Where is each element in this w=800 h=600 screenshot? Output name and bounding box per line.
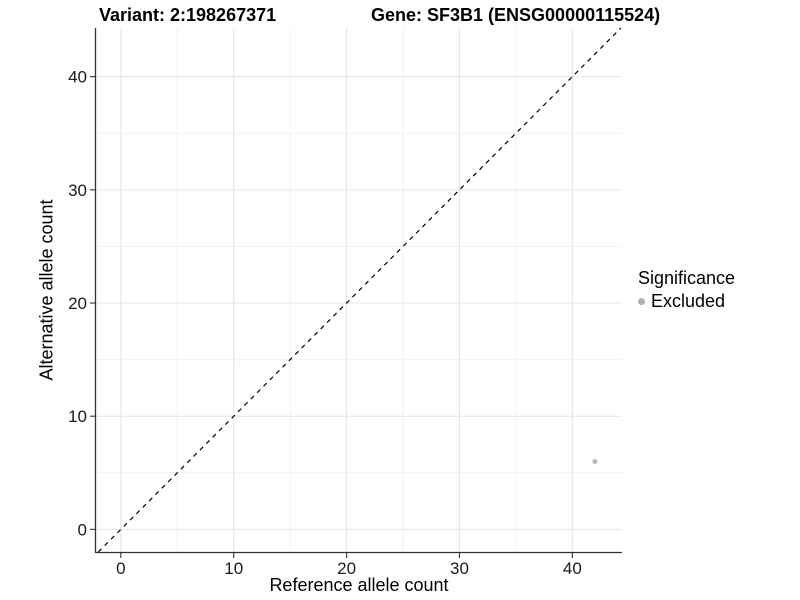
y-tick-label: 20: [68, 294, 87, 313]
x-tick-label: 0: [116, 559, 125, 578]
identity-reference-line: [97, 27, 622, 553]
y-tick-label: 40: [68, 68, 87, 87]
x-tick-label: 10: [224, 559, 243, 578]
x-tick-label: 20: [337, 559, 356, 578]
y-tick-label: 0: [78, 520, 87, 539]
gene-title: Gene: SF3B1 (ENSG00000115524): [371, 5, 661, 25]
legend-marker-circle-icon: [638, 298, 645, 305]
legend-item-excluded: Excluded: [638, 291, 735, 312]
x-tick-label: 40: [563, 559, 582, 578]
legend: Significance Excluded: [638, 268, 735, 312]
y-tick-label: 10: [68, 407, 87, 426]
legend-item-label: Excluded: [651, 291, 726, 311]
data-point: [592, 458, 598, 464]
y-tick-label: 30: [68, 181, 87, 200]
x-axis-title: Reference allele count: [269, 575, 449, 595]
legend-title: Significance: [638, 268, 736, 288]
x-tick-label: 30: [450, 559, 469, 578]
variant-title: Variant: 2:198267371: [99, 5, 277, 25]
y-axis-title: Alternative allele count: [36, 199, 57, 381]
